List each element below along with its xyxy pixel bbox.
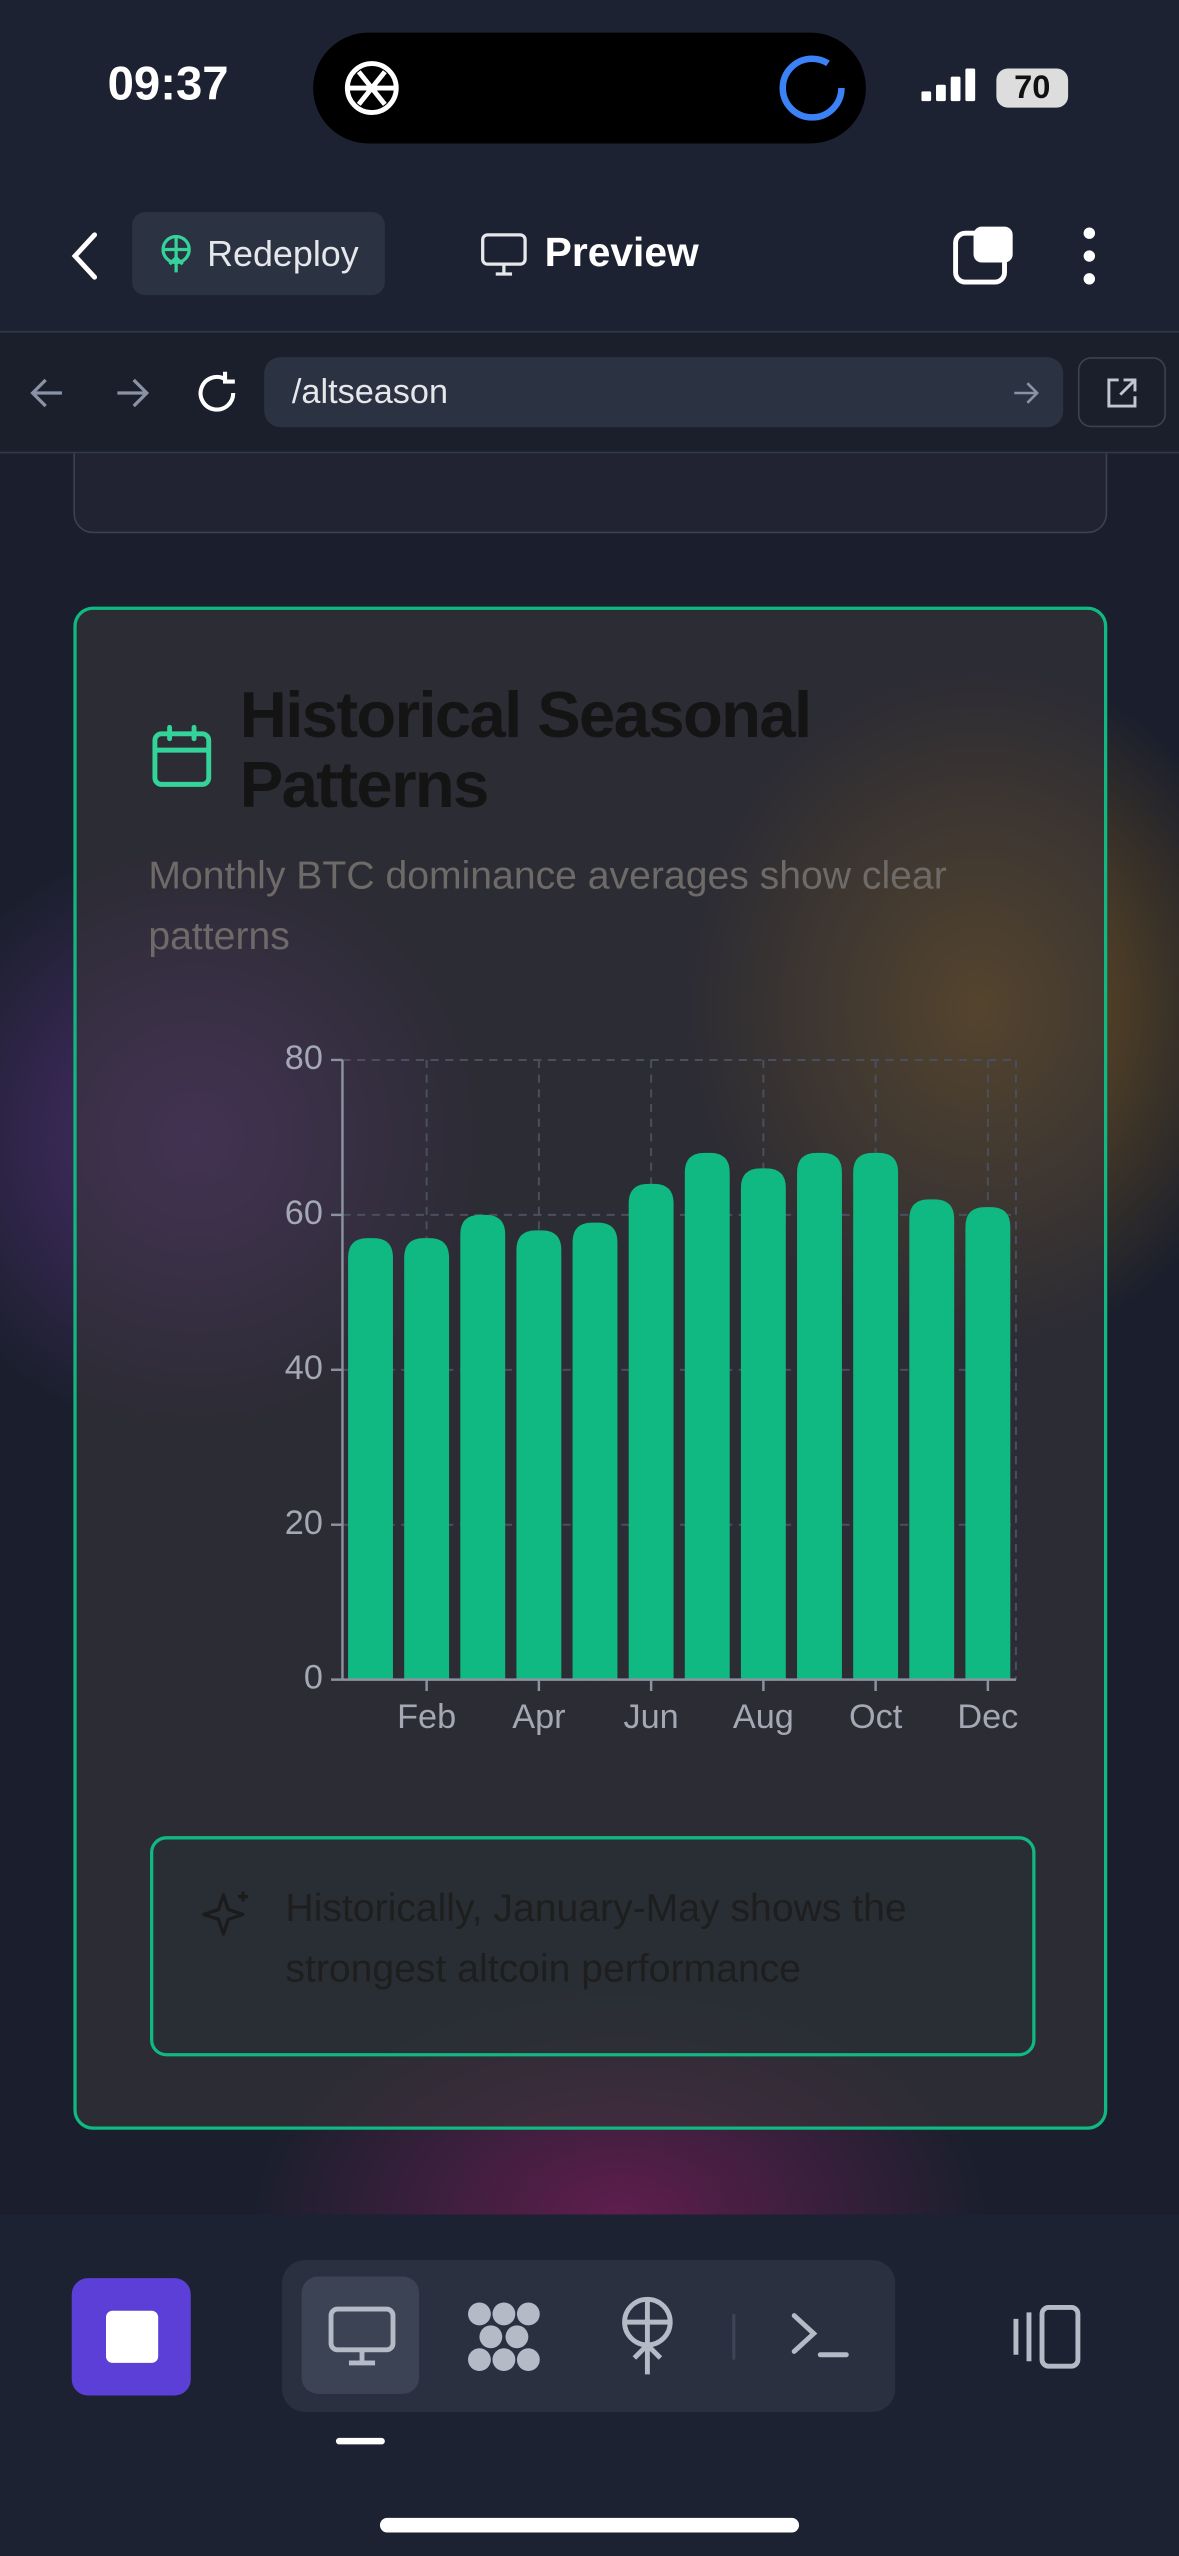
preview-icon [481, 233, 527, 276]
sparkle-icon [202, 1891, 248, 1936]
card-title: Historical Seasonal Patterns [239, 680, 812, 822]
back-button[interactable] [65, 228, 104, 283]
x-tick-label: Feb [397, 1698, 456, 1736]
x-tick-label: Oct [849, 1698, 903, 1736]
deploy-icon[interactable] [618, 2296, 677, 2378]
terminal-icon[interactable] [788, 2306, 853, 2365]
insight-text: Historically, January-May shows the stro… [285, 1886, 907, 1992]
menu-button[interactable] [1076, 225, 1102, 287]
x-tick-label: Apr [512, 1698, 565, 1736]
app-icon [344, 61, 399, 115]
nav-forward[interactable] [111, 373, 153, 412]
active-indicator [335, 2437, 385, 2445]
bar [684, 1152, 730, 1680]
bar [460, 1214, 506, 1680]
bar [853, 1152, 899, 1680]
status-bar: 09:37 70 [0, 0, 1179, 196]
bar [965, 1207, 1011, 1680]
layout-toggle[interactable] [1009, 2303, 1084, 2371]
x-tick-label: Dec [957, 1698, 1018, 1736]
monitor-icon [328, 2306, 396, 2366]
bottom-bar [0, 2214, 1179, 2556]
bar [348, 1238, 393, 1680]
x-tick-label: Jun [624, 1698, 679, 1736]
tabs-button[interactable] [951, 225, 1016, 287]
redeploy-label: Redeploy [207, 233, 359, 274]
url-text: /altseason [291, 373, 449, 411]
preview-tab[interactable]: Preview [544, 229, 699, 276]
bar [909, 1199, 955, 1680]
url-field[interactable]: /altseason [264, 357, 1064, 428]
toolbar: Redeploy Preview [0, 195, 1179, 333]
card-subtitle: Monthly BTC dominance averages show clea… [148, 854, 947, 959]
bar [572, 1222, 618, 1680]
go-icon [1014, 382, 1039, 404]
stop-icon [105, 2310, 159, 2363]
redeploy-icon [161, 234, 191, 273]
bar [797, 1152, 842, 1680]
bar [740, 1168, 786, 1680]
open-external[interactable] [1077, 357, 1166, 428]
bar [404, 1238, 450, 1680]
insight-box: Historically, January-May shows the stro… [150, 1836, 1036, 2057]
tab-group [282, 2260, 896, 2412]
y-tick-label: 60 [285, 1194, 323, 1232]
time: 09:37 [107, 58, 229, 111]
nav-back[interactable] [26, 373, 68, 412]
y-tick-label: 40 [285, 1349, 323, 1387]
x-tick-label: Aug [733, 1698, 794, 1736]
y-tick-label: 80 [285, 1039, 323, 1077]
workflow-icon[interactable] [465, 2299, 543, 2374]
y-tick-label: 20 [285, 1504, 323, 1542]
external-icon [1107, 378, 1137, 408]
activity-ring [779, 55, 845, 121]
chart: 0 20 40 60 80 Feb Apr Jun Aug Oct Dec [285, 1039, 1019, 1736]
preview-mode[interactable] [301, 2276, 420, 2394]
stop-button[interactable] [71, 2278, 191, 2396]
y-tick-label: 0 [304, 1659, 323, 1697]
calendar-icon [152, 724, 212, 787]
bar [628, 1183, 674, 1680]
address-bar: /altseason [0, 332, 1179, 454]
dynamic-island [313, 32, 866, 144]
signal [921, 68, 976, 102]
battery: 70 [996, 68, 1069, 108]
redeploy-button[interactable]: Redeploy [132, 211, 385, 296]
home-indicator [379, 2517, 800, 2533]
separator [732, 2313, 736, 2360]
reload[interactable] [192, 369, 241, 418]
bar [516, 1230, 562, 1680]
